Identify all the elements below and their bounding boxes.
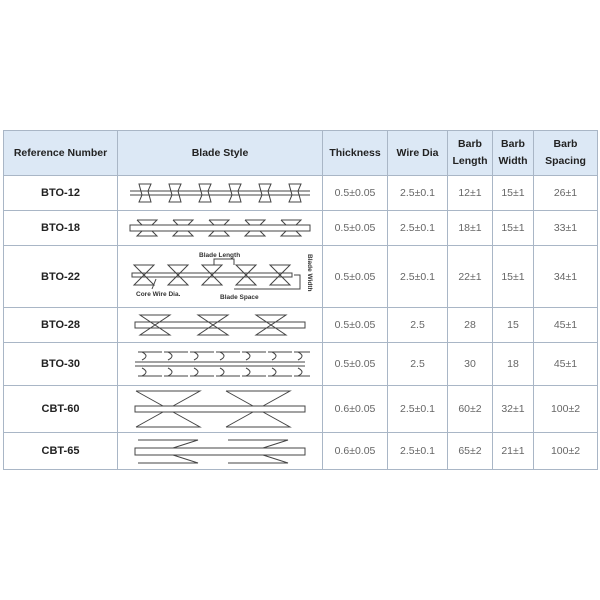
barb-length: 22±1 (447, 245, 493, 308)
barb-width: 15±1 (492, 245, 534, 308)
barb-spacing: 100±2 (533, 432, 598, 470)
header-line: Barb (553, 138, 578, 150)
thickness: 0.6±0.05 (322, 385, 388, 433)
header-line: Width (498, 155, 528, 167)
blade-drawing: Blade Length Core Wire Dia. Blade Space Bla… (131, 252, 313, 301)
table-row: BTO-18 0.5±0.05 2.5±0.1 18±1 15±1 33±1 (3, 210, 598, 246)
barb-width: 15±1 (492, 210, 534, 246)
header-barb-spacing: Barb Spacing (533, 130, 598, 176)
barb-spacing: 45±1 (533, 307, 598, 343)
barb-length: 65±2 (447, 432, 493, 470)
barb-width: 15 (492, 307, 534, 343)
reference-number: CBT-65 (3, 432, 118, 470)
blade-drawing (134, 390, 306, 428)
barb-width: 21±1 (492, 432, 534, 470)
header-line: Spacing (545, 155, 586, 167)
label-core-wire-dia: Core Wire Dia. (136, 291, 181, 298)
barb-spacing: 26±1 (533, 175, 598, 211)
header-barb-width: Barb Width (492, 130, 534, 176)
specification-table: Reference Number Blade Style Thickness W… (3, 130, 598, 470)
barb-spacing: 34±1 (533, 245, 598, 308)
table-row: CBT-65 0.6±0.05 2.5±0.1 65±2 21±1 100±2 (3, 432, 598, 470)
barb-width: 18 (492, 342, 534, 386)
barb-length: 28 (447, 307, 493, 343)
reference-number: BTO-30 (3, 342, 118, 386)
wire-dia: 2.5±0.1 (387, 175, 448, 211)
blade-style-diagram (117, 385, 323, 433)
barb-length: 12±1 (447, 175, 493, 211)
thickness: 0.5±0.05 (322, 245, 388, 308)
header-barb-length: Barb Length (447, 130, 493, 176)
thickness: 0.5±0.05 (322, 307, 388, 343)
header-wire-dia: Wire Dia (387, 130, 448, 176)
label-blade-space: Blade Space (220, 294, 259, 301)
barb-spacing: 33±1 (533, 210, 598, 246)
wire-dia: 2.5±0.1 (387, 210, 448, 246)
header-blade-style: Blade Style (117, 130, 323, 176)
blade-style-diagram (117, 307, 323, 343)
reference-number: CBT-60 (3, 385, 118, 433)
wire-dia: 2.5±0.1 (387, 245, 448, 308)
blade-style-diagram: Blade Length Core Wire Dia. Blade Space Bla… (117, 245, 323, 308)
reference-number: BTO-22 (3, 245, 118, 308)
header-line: Barb (458, 138, 482, 150)
wire-dia: 2.5 (387, 307, 448, 343)
barb-length: 18±1 (447, 210, 493, 246)
wire-dia: 2.5±0.1 (387, 432, 448, 470)
blade-drawing (135, 351, 310, 377)
wire-dia: 2.5±0.1 (387, 385, 448, 433)
thickness: 0.5±0.05 (322, 210, 388, 246)
header-line: Length (452, 155, 488, 167)
blade-style-diagram (117, 210, 323, 246)
table-row: BTO-30 0.5±0.05 2.5 30 18 45±1 (3, 342, 598, 386)
blade-drawing (130, 183, 310, 203)
thickness: 0.5±0.05 (322, 175, 388, 211)
label-blade-width: Blade Width (306, 254, 313, 292)
reference-number: BTO-18 (3, 210, 118, 246)
thickness: 0.6±0.05 (322, 432, 388, 470)
barb-length: 30 (447, 342, 493, 386)
table-row: BTO-28 0.5±0.05 2.5 28 15 45±1 (3, 307, 598, 343)
barb-length: 60±2 (447, 385, 493, 433)
blade-style-diagram (117, 175, 323, 211)
wire-dia: 2.5 (387, 342, 448, 386)
header-line: Barb (501, 138, 525, 150)
blade-style-diagram (117, 342, 323, 386)
table-row: CBT-60 0.6±0.05 2.5±0.1 60±2 32±1 100±2 (3, 385, 598, 433)
thickness: 0.5±0.05 (322, 342, 388, 386)
blade-style-diagram (117, 432, 323, 470)
blade-drawing (129, 219, 311, 237)
barb-width: 32±1 (492, 385, 534, 433)
reference-number: BTO-28 (3, 307, 118, 343)
header-thickness: Thickness (322, 130, 388, 176)
reference-number: BTO-12 (3, 175, 118, 211)
header-row: Reference Number Blade Style Thickness W… (3, 130, 598, 176)
blade-drawing (134, 314, 306, 336)
header-reference-number: Reference Number (3, 130, 118, 176)
barb-spacing: 100±2 (533, 385, 598, 433)
barb-width: 15±1 (492, 175, 534, 211)
table-row: BTO-12 0.5±0.05 2.5±0.1 12±1 15±1 26±1 (3, 175, 598, 211)
label-blade-length: Blade Length (199, 252, 240, 259)
blade-drawing (134, 439, 306, 464)
table-row: BTO-22 Blade Length Core Wire Dia. Blade S… (3, 245, 598, 308)
barb-spacing: 45±1 (533, 342, 598, 386)
